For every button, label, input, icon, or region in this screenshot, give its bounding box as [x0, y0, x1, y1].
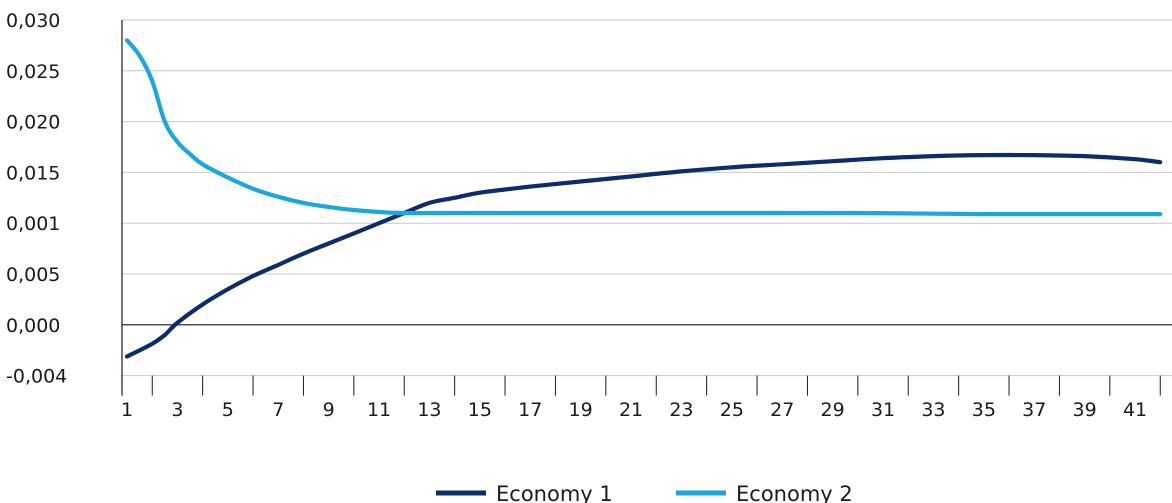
x-tick-label: 35: [972, 399, 996, 421]
legend-item-economy-2: Economy 2: [676, 482, 853, 503]
legend: Economy 1 Economy 2: [436, 482, 853, 503]
x-tick-label: 39: [1073, 399, 1097, 421]
y-tick-label: 0,020: [6, 112, 60, 134]
x-tick-label: 33: [921, 399, 945, 421]
x-tick-label: 17: [518, 399, 542, 421]
series-lines: [124, 38, 1163, 359]
x-axis-tick-labels: 1 3 5 7 9 11 13 15 17 19 21 23 25 27 29 31 33 35 37 39 41: [121, 399, 1147, 421]
legend-label-economy-1: Economy 1: [496, 482, 613, 503]
x-tick-label: 15: [468, 399, 492, 421]
x-tick-label: 9: [323, 399, 335, 421]
x-tick-label: 3: [171, 399, 183, 421]
y-tick-label: 0,015: [6, 162, 60, 184]
y-tick-label: -0,004: [6, 366, 67, 388]
y-axis-tick-labels: 0,030 0,025 0,020 0,015 0,001 0,005 0,000 -0,00…: [6, 10, 67, 388]
y-tick-label: 0,000: [6, 315, 60, 337]
x-tick-label: 1: [121, 399, 133, 421]
x-tick-label: 41: [1123, 399, 1147, 421]
x-tick-label: 19: [569, 399, 593, 421]
x-tick-label: 7: [272, 399, 284, 421]
axes: [121, 20, 1172, 396]
series-line-economy-2: [124, 38, 1163, 217]
x-tick-label: 13: [417, 399, 441, 421]
x-tick-label: 37: [1022, 399, 1046, 421]
y-tick-label: 0,030: [6, 10, 60, 32]
x-tick-label: 29: [821, 399, 845, 421]
x-tick-label: 21: [619, 399, 643, 421]
x-tick-label: 31: [871, 399, 895, 421]
x-tick-label: 5: [222, 399, 234, 421]
legend-item-economy-1: Economy 1: [436, 482, 613, 503]
x-tick-label: 27: [770, 399, 794, 421]
legend-label-economy-2: Economy 2: [736, 482, 853, 503]
x-tick-label: 23: [669, 399, 693, 421]
gridlines: [122, 19, 1172, 377]
x-tick-label: 25: [720, 399, 744, 421]
x-tick-label: 11: [367, 399, 391, 421]
y-tick-label: 0,025: [6, 61, 60, 83]
series-line-economy-1: [124, 152, 1163, 359]
y-tick-label: 0,001: [6, 213, 60, 235]
y-tick-label: 0,005: [6, 264, 60, 286]
